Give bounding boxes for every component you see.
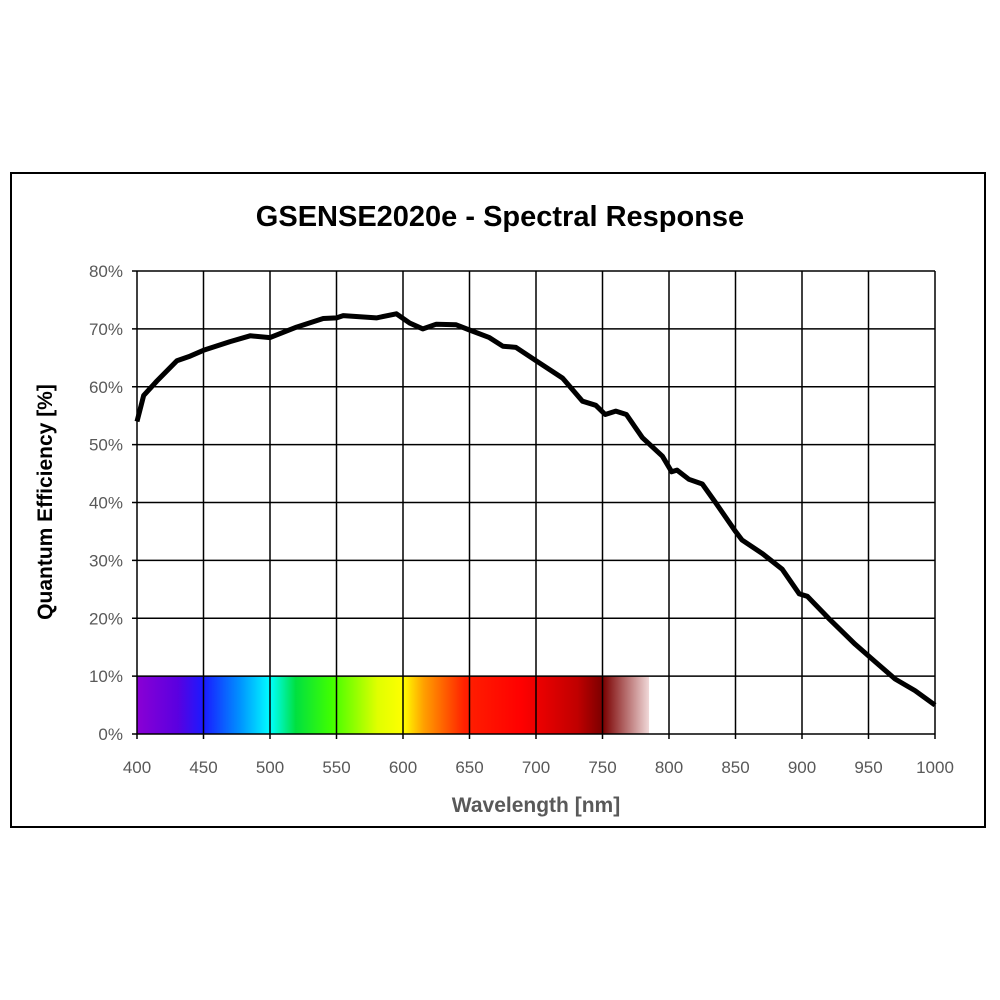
qe-curve — [134, 311, 937, 708]
x-tick-label: 800 — [655, 758, 683, 777]
x-tick-label: 500 — [256, 758, 284, 777]
x-tick-label: 750 — [588, 758, 616, 777]
y-tick-label: 70% — [89, 320, 123, 339]
y-axis-label: Quantum Efficiency [%] — [34, 384, 57, 620]
x-tick-label: 700 — [522, 758, 550, 777]
x-tick-label: 850 — [721, 758, 749, 777]
chart-frame — [10, 172, 986, 828]
x-tick-label: 600 — [389, 758, 417, 777]
x-tick-label: 650 — [455, 758, 483, 777]
x-tick-label: 950 — [854, 758, 882, 777]
x-tick-label: 1000 — [916, 758, 954, 777]
y-tick-label: 10% — [89, 667, 123, 686]
x-tick-label: 450 — [189, 758, 217, 777]
y-tick-label: 40% — [89, 494, 123, 513]
y-tick-label: 30% — [89, 551, 123, 570]
y-tick-label: 80% — [89, 262, 123, 281]
chart-title: GSENSE2020e - Spectral Response — [256, 201, 744, 233]
x-tick-label: 400 — [123, 758, 151, 777]
spectrum-band — [137, 676, 650, 734]
y-tick-label: 60% — [89, 378, 123, 397]
y-tick-label: 20% — [89, 609, 123, 628]
x-tick-label: 550 — [322, 758, 350, 777]
y-tick-label: 50% — [89, 436, 123, 455]
x-axis-label: Wavelength [nm] — [452, 794, 620, 817]
y-tick-label: 0% — [98, 725, 123, 744]
x-tick-label: 900 — [788, 758, 816, 777]
